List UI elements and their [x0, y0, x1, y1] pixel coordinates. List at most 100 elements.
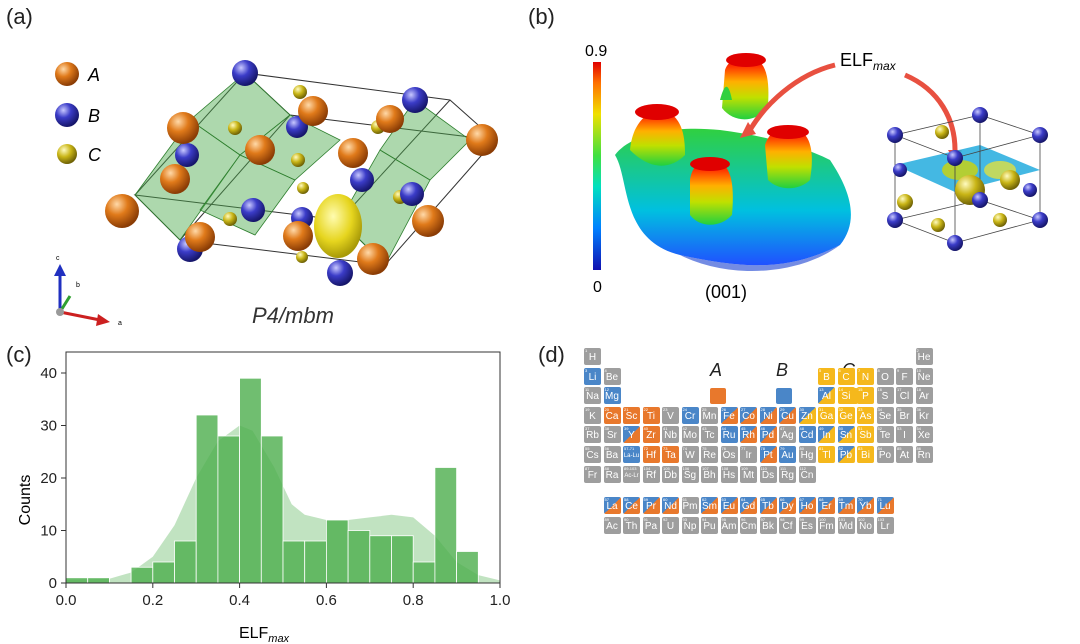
element-number: 48	[799, 426, 804, 432]
element-ca: 20 Ca	[603, 406, 621, 424]
element-number: 86	[916, 446, 921, 451]
element-tc: 43 Tc	[701, 426, 718, 444]
element-la: 57 La	[603, 497, 621, 515]
element-symbol: Sn	[839, 430, 853, 442]
element-symbol: Te	[879, 430, 891, 442]
element-symbol: Ti	[647, 410, 655, 422]
element-number: 21	[624, 406, 629, 412]
element-symbol: Db	[664, 469, 677, 481]
element-number: 54	[916, 426, 921, 432]
element-symbol: Pm	[682, 501, 698, 513]
histogram-bar	[174, 540, 197, 584]
element-ds: 110 Ds	[759, 465, 777, 483]
element-number: 75	[702, 446, 707, 451]
element-lu: 71 Lu	[876, 497, 894, 515]
element-symbol: As	[859, 410, 872, 422]
element-number: 2	[916, 348, 919, 353]
element-symbol: Er	[821, 501, 832, 513]
element-symbol: Nb	[664, 430, 677, 442]
element-th: 90 Th	[623, 516, 640, 534]
element-symbol: O	[881, 371, 889, 383]
element-symbol: Nd	[664, 501, 677, 513]
element-number: 85	[897, 446, 902, 451]
element-number: 12	[604, 387, 609, 393]
element-symbol: Ga	[819, 410, 834, 422]
svg-text:c: c	[56, 255, 60, 262]
element-number: 26	[721, 406, 726, 412]
element-symbol: Lu	[879, 501, 891, 513]
element-bi: 83 Bi	[857, 446, 874, 463]
element-number: 18	[916, 387, 921, 393]
element-number: 51	[858, 426, 863, 432]
element-number: 111	[780, 465, 787, 471]
element-sn: 50 Sn	[837, 426, 855, 444]
element-symbol: Sm	[702, 501, 717, 513]
element-symbol: Bk	[762, 520, 774, 532]
element-ta: 73 Ta	[662, 446, 679, 463]
element-number: 61	[682, 497, 687, 503]
element-symbol: Cf	[782, 520, 793, 532]
elf-surface-plot	[615, 53, 851, 272]
element-symbol: Ag	[781, 430, 794, 442]
arrow-left	[747, 62, 836, 132]
histogram-bar	[282, 540, 306, 584]
element-number: 59	[643, 497, 648, 503]
element-tl: 81 Tl	[818, 446, 835, 463]
element-gd: 64 Gd	[740, 497, 757, 515]
element-hg: 80 Hg	[798, 446, 816, 463]
element-v: 23 V	[662, 406, 679, 424]
element-symbol: H	[588, 352, 597, 363]
element-br: 35 Br	[896, 406, 913, 424]
element-symbol: Rg	[781, 469, 794, 481]
element-symbol: No	[859, 520, 872, 532]
element-number: 22	[643, 406, 648, 412]
element-number: 57	[604, 497, 609, 503]
element-sr: 38 Sr	[603, 426, 621, 444]
element-symbol: Hs	[722, 469, 736, 481]
element-number: 31	[819, 406, 824, 412]
element-u: 92 U	[662, 516, 679, 534]
element-cl: 17 Cl	[896, 387, 913, 405]
element-number: 3	[585, 367, 588, 373]
element-y: 39 Y	[623, 426, 640, 444]
element-number: 97	[760, 516, 765, 522]
element-symbol: Ni	[763, 410, 773, 422]
element-tm: 69 Tm	[837, 497, 855, 515]
element-number: 46	[760, 426, 765, 432]
element-number: 87	[585, 465, 590, 471]
element-symbol: Hf	[646, 450, 656, 461]
element-symbol: Re	[703, 450, 716, 461]
element-ag: 47 Ag	[779, 426, 796, 444]
element-number: 10	[916, 367, 921, 373]
histogram-bar	[347, 530, 371, 584]
element-fr: 87 Fr	[584, 465, 601, 483]
element-symbol: Be	[605, 371, 619, 383]
element-symbol: Ba	[605, 450, 619, 461]
legend-d-swatch-b	[776, 388, 792, 404]
element-number: 63	[721, 497, 726, 503]
element-number: 72	[643, 446, 648, 451]
element-db: 105 Db	[662, 465, 679, 483]
element-number: 41	[663, 426, 668, 432]
element-number: 95	[721, 516, 726, 522]
element-number: 108	[721, 465, 729, 471]
element-cf: 98 Cf	[779, 516, 796, 534]
element-symbol: He	[917, 352, 931, 363]
element-sb: 51 Sb	[857, 426, 874, 444]
element-symbol: Pt	[763, 450, 773, 461]
element-symbol: Zr	[646, 430, 656, 442]
element-au: 79 Au	[779, 446, 796, 463]
element-symbol: Yb	[859, 501, 872, 513]
element-symbol: Cd	[800, 430, 814, 442]
element-symbol: Ce	[625, 501, 638, 513]
y-tick-label: 20	[40, 470, 57, 487]
element-number: 17	[897, 387, 902, 393]
element-in: 49 In	[818, 426, 835, 444]
legend-sphere-b	[55, 103, 79, 127]
element-rf: 104 Rf	[642, 465, 660, 483]
histogram-bar	[369, 535, 392, 584]
y-axis-label: Counts	[17, 475, 34, 526]
x-tick-label: 0.8	[403, 592, 424, 609]
